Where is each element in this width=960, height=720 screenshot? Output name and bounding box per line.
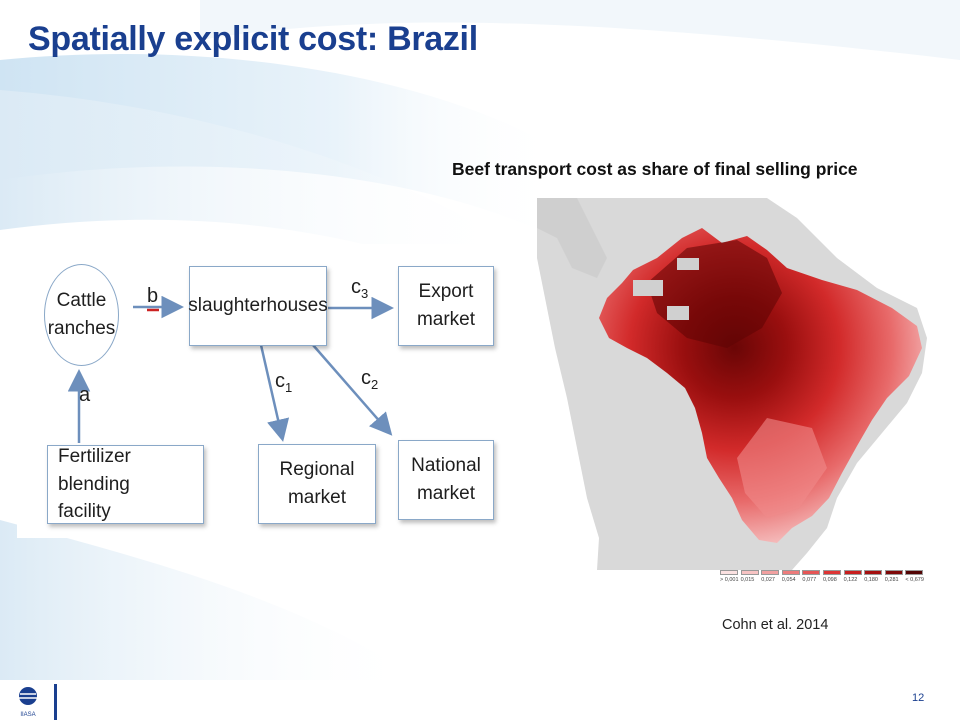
map-legend: > 0,001 0,015 0,027 0,054 0,077 0,098 0,122 0,1… bbox=[720, 570, 926, 590]
legend-swatch bbox=[781, 570, 800, 575]
node-regional-market: Regional market bbox=[258, 444, 376, 524]
legend-value: 0,054 bbox=[781, 577, 796, 583]
edge-label-c3: c3 bbox=[351, 276, 369, 301]
page-number: 12 bbox=[912, 692, 925, 704]
arrow-c2 bbox=[312, 344, 393, 436]
arrow-c1 bbox=[259, 344, 290, 442]
node-slaughterhouses: slaughterhouses bbox=[188, 266, 328, 346]
diagram-arrows bbox=[67, 295, 394, 443]
node-fertilizer-facility: Fertilizer blending facility bbox=[47, 445, 204, 524]
legend-swatch bbox=[740, 570, 759, 575]
legend-value: 0,098 bbox=[823, 577, 837, 583]
legend-value: 0,122 bbox=[843, 577, 858, 583]
iiasa-logo: IIASA bbox=[19, 684, 57, 720]
map-title: Beef transport cost as share of final se… bbox=[452, 159, 858, 179]
brazil-cost-map bbox=[537, 198, 927, 570]
legend-swatch bbox=[761, 570, 780, 575]
legend-value: < 0,679 bbox=[905, 577, 924, 583]
slide-title: Spatially explicit cost: Brazil bbox=[28, 20, 478, 58]
edge-label-a: a bbox=[79, 384, 91, 406]
legend-swatch bbox=[905, 570, 924, 575]
legend-value: > 0,001 bbox=[720, 577, 739, 583]
edge-label-b: b bbox=[147, 285, 159, 307]
node-export-market: Export market bbox=[398, 266, 494, 346]
legend-swatch bbox=[884, 570, 903, 575]
citation: Cohn et al. 2014 bbox=[722, 617, 829, 633]
edge-label-c1: c1 bbox=[275, 370, 293, 395]
legend-value: 0,281 bbox=[884, 577, 899, 583]
supply-chain-diagram: Cattle ranches slaughterhouses Export mark… bbox=[17, 244, 513, 538]
edge-label-c2: c2 bbox=[361, 367, 379, 392]
legend-swatch bbox=[802, 570, 821, 575]
legend-value: 0,015 bbox=[740, 577, 755, 583]
legend-swatch bbox=[843, 570, 862, 575]
legend-swatch bbox=[823, 570, 841, 575]
legend-value: 0,027 bbox=[761, 577, 775, 583]
node-national-market: National market bbox=[398, 440, 494, 520]
legend-value: 0,180 bbox=[864, 577, 878, 583]
legend-value: 0,077 bbox=[802, 577, 817, 583]
svg-text:IIASA: IIASA bbox=[20, 712, 35, 718]
legend-swatch bbox=[864, 570, 883, 575]
node-cattle-ranches: Cattle ranches bbox=[44, 264, 119, 366]
legend-swatch bbox=[720, 570, 738, 575]
